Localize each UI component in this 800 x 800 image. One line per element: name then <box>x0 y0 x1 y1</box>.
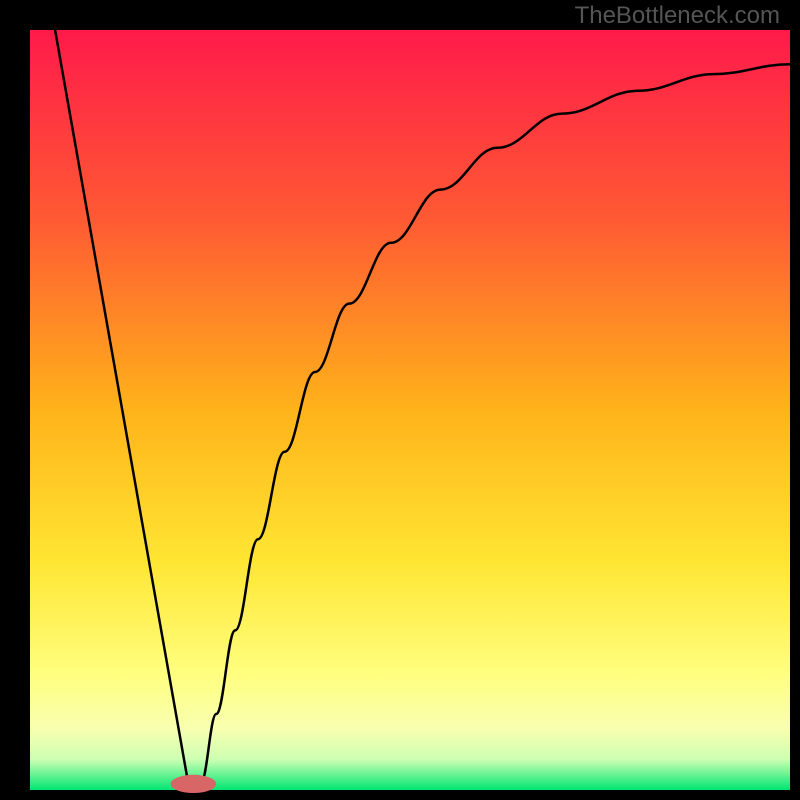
chart-svg <box>0 0 800 800</box>
attribution-label: TheBottleneck.com <box>575 2 780 30</box>
sweet-spot-marker <box>171 775 217 793</box>
bottleneck-chart: TheBottleneck.com <box>0 0 800 800</box>
plot-area <box>30 30 790 790</box>
